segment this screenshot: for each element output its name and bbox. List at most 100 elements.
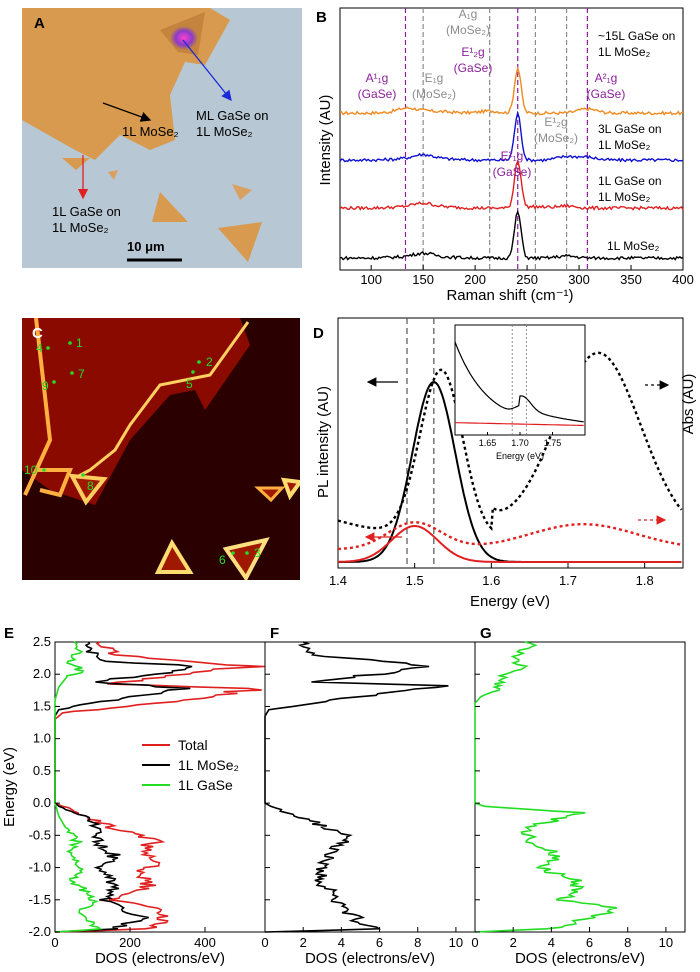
- dos-x-tick-label: 6: [376, 935, 383, 950]
- pl-flake: [154, 538, 194, 574]
- raman-x-tick-label: 300: [568, 272, 590, 287]
- dos-y-tick-label: -0.5: [29, 827, 51, 842]
- panel-f: F 0 2 4 6 8 10 DOS (electrons/eV): [261, 625, 476, 967]
- pl-map-region: [22, 318, 250, 505]
- small-flake: [218, 222, 262, 262]
- dos-y-tick-label: 0.5: [33, 763, 51, 778]
- raman-trace-label: 1L GaSe on: [598, 174, 662, 188]
- pl-map-point: [231, 551, 235, 555]
- pl-map-point-label: 1: [76, 336, 83, 350]
- raman-trace-label: 3L GaSe on: [598, 122, 662, 136]
- pl-flake: [280, 477, 300, 501]
- raman-peak-label-sub: (MoSe₂): [412, 87, 456, 101]
- pl-map-point: [191, 370, 195, 374]
- dos-x-tick-label: 8: [414, 935, 421, 950]
- pl-map-point-label: 2: [206, 355, 213, 369]
- small-flake: [232, 184, 252, 200]
- pl-map-point-label: 8: [87, 479, 94, 493]
- mose2-arrow: [102, 102, 152, 122]
- dos-g-x-axis-label: DOS (electrons/eV): [515, 950, 645, 967]
- dos-x-tick-label: 4: [338, 935, 345, 950]
- dos-x-tick-label: 2: [510, 935, 517, 950]
- small-flake: [152, 192, 188, 222]
- ml-gase-spot: [170, 26, 198, 50]
- legend-label: 1L GaSe: [178, 777, 233, 793]
- dos-y-tick-label: -2.0: [29, 924, 51, 939]
- raman-x-tick-label: 200: [464, 272, 486, 287]
- dos-curve: [54, 641, 103, 933]
- dos-x-tick-label: 400: [194, 935, 216, 950]
- inset-x-axis-label: Energy (eV): [496, 451, 544, 461]
- pl-x-axis-label: Energy (eV): [470, 593, 550, 610]
- panel-a-label: A: [34, 15, 45, 32]
- panel-a: A ML GaSe on 1L MoSe₂ 1L MoSe₂ 1L GaSe o…: [22, 8, 302, 268]
- pl-x-tick-label: 1.7: [559, 573, 577, 588]
- inset-x-tick-label: 1.75: [544, 438, 562, 448]
- raman-trace-label: 1L MoSe₂: [598, 138, 651, 152]
- raman-peak-label: A²₁g: [595, 71, 618, 85]
- pl-flake: [254, 486, 286, 503]
- raman-x-tick-label: 250: [516, 272, 538, 287]
- dos-y-tick-label: -1.5: [29, 892, 51, 907]
- pl-edge: [23, 318, 53, 496]
- pl-x-tick-label: 1.5: [406, 573, 424, 588]
- pl-map-point: [197, 360, 201, 364]
- raman-trace: [339, 159, 684, 211]
- legend-label: Total: [178, 737, 208, 753]
- pl-map-point: [46, 346, 50, 350]
- raman-peak-label: E¹₂g: [544, 115, 567, 129]
- small-flake: [108, 170, 118, 180]
- dos-x-tick-label: 8: [624, 935, 631, 950]
- raman-x-tick-label: 150: [412, 272, 434, 287]
- panel-c: C 1 2 3 4 5 6 7 8 9 10: [22, 318, 300, 580]
- pl-map-point-label: 10: [24, 463, 38, 477]
- panel-g: G 0 2 4 6 8 10 DOS (electrons/eV): [471, 625, 686, 967]
- panel-b-label: B: [316, 9, 327, 26]
- pl-curve: [337, 351, 683, 532]
- raman-trace-label: 1L MoSe₂: [607, 239, 660, 253]
- raman-trace-label: 1L MoSe₂: [598, 190, 651, 204]
- dos-y-tick-label: 0.0: [33, 795, 51, 810]
- dos-x-tick-label: 10: [449, 935, 463, 950]
- ml-annotation-line2: 1L MoSe₂: [196, 124, 253, 139]
- inset-curve-red: [454, 422, 584, 427]
- pl-map-point: [42, 468, 46, 472]
- gase-annotation-line2: 1L MoSe₂: [52, 220, 109, 235]
- pl-plot-frame: [337, 317, 684, 569]
- pl-edge: [35, 468, 73, 498]
- raman-peak-label: A₁g: [459, 7, 478, 21]
- pl-map-point: [52, 380, 56, 384]
- panel-d: D 1.4 1.5 1.6 1.7 1.8 1.65 1.70 1.75 Energy (e…: [313, 317, 697, 610]
- dos-f-x-axis-label: DOS (electrons/eV): [305, 950, 435, 967]
- ml-arrow: [182, 39, 232, 102]
- pl-x-tick-label: 1.8: [636, 573, 654, 588]
- pl-edge: [74, 321, 250, 480]
- raman-peak-label-sub: (GaSe): [493, 165, 532, 179]
- dos-e-x-axis-label: DOS (electrons/eV): [95, 950, 225, 967]
- raman-peak-label: E¹₂g: [461, 45, 484, 59]
- raman-x-tick-label: 350: [620, 272, 642, 287]
- panel-f-label: F: [270, 625, 279, 642]
- raman-x-tick-label: 400: [672, 272, 694, 287]
- raman-peak-label: E₁g: [425, 71, 444, 85]
- dos-x-tick-label: 0: [261, 935, 268, 950]
- pl-flake: [68, 473, 108, 506]
- dos-y-tick-label: 1.5: [33, 698, 51, 713]
- pl-map-point-label: 6: [219, 553, 226, 567]
- raman-peak-label: E²₁g: [501, 149, 524, 163]
- raman-peak-label-sub: (GaSe): [587, 87, 626, 101]
- pl-map-point-label: 7: [78, 367, 85, 381]
- pl-x-tick-label: 1.4: [329, 573, 347, 588]
- pl-map-point-label: 4: [36, 341, 43, 355]
- panel-e: E 0 200 400 2.5 2.0 1.5 1.0 0.5 0.0 -0.5 -1.0 -1.5 -…: [1, 625, 266, 967]
- mose2-annotation: 1L MoSe₂: [122, 124, 179, 139]
- raman-peak-label-sub: (MoSe₂): [534, 131, 578, 145]
- pl-map-point-label: 5: [186, 377, 193, 391]
- pl-y-axis-label: PL intensity (AU): [315, 386, 332, 498]
- inset-curve: [454, 341, 584, 423]
- inset-x-tick-label: 1.70: [511, 438, 529, 448]
- pl-map-point: [70, 371, 74, 375]
- panel-c-label: C: [32, 325, 43, 342]
- ml-annotation-line1: ML GaSe on: [196, 108, 269, 123]
